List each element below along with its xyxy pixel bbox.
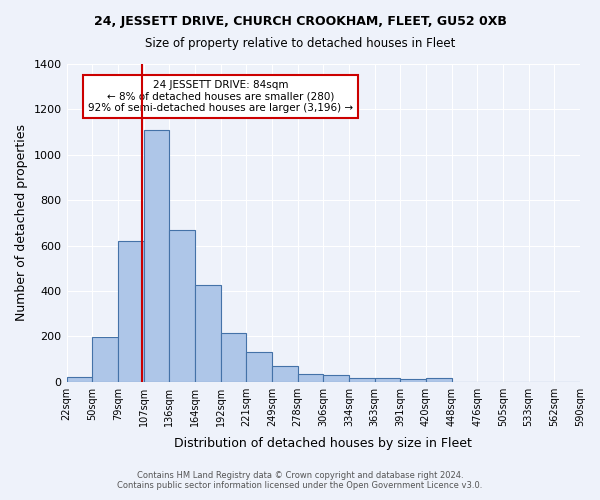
- Bar: [118, 241, 143, 382]
- Bar: [374, 378, 400, 382]
- Text: 24, JESSETT DRIVE, CHURCH CROOKHAM, FLEET, GU52 0XB: 24, JESSETT DRIVE, CHURCH CROOKHAM, FLEE…: [94, 15, 506, 28]
- Bar: [195, 285, 221, 382]
- Y-axis label: Number of detached properties: Number of detached properties: [15, 124, 28, 322]
- Bar: [323, 375, 349, 382]
- Bar: [246, 352, 272, 382]
- Bar: [349, 378, 374, 382]
- X-axis label: Distribution of detached houses by size in Fleet: Distribution of detached houses by size …: [175, 437, 472, 450]
- Bar: [400, 380, 426, 382]
- Text: Contains HM Land Registry data © Crown copyright and database right 2024.
Contai: Contains HM Land Registry data © Crown c…: [118, 470, 482, 490]
- Bar: [169, 230, 195, 382]
- Bar: [426, 378, 452, 382]
- Bar: [143, 130, 169, 382]
- Bar: [67, 377, 92, 382]
- Text: 24 JESSETT DRIVE: 84sqm
← 8% of detached houses are smaller (280)
92% of semi-de: 24 JESSETT DRIVE: 84sqm ← 8% of detached…: [88, 80, 353, 113]
- Text: Size of property relative to detached houses in Fleet: Size of property relative to detached ho…: [145, 38, 455, 51]
- Bar: [298, 374, 323, 382]
- Bar: [221, 333, 246, 382]
- Bar: [92, 338, 118, 382]
- Bar: [272, 366, 298, 382]
